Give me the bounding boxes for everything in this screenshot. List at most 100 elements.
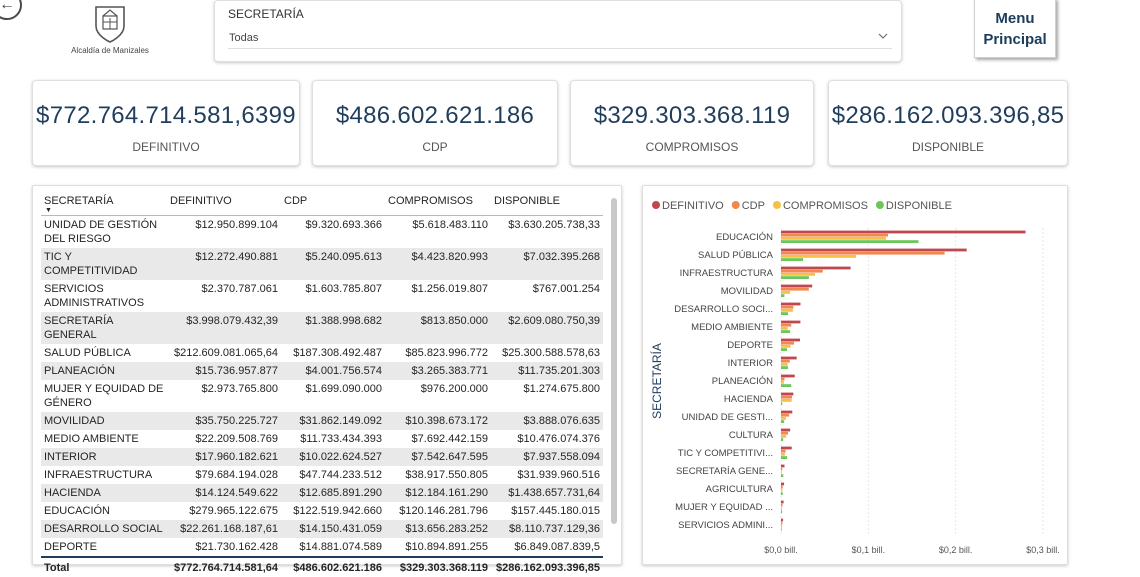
bar bbox=[781, 446, 792, 450]
bar bbox=[781, 341, 794, 345]
cell-value: $85.823.996.772 bbox=[405, 347, 488, 359]
cell-value: $3.265.383.771 bbox=[385, 362, 491, 380]
bar bbox=[781, 413, 790, 417]
bar bbox=[781, 525, 783, 528]
bar bbox=[781, 255, 856, 258]
category-label: DEPORTE bbox=[727, 340, 773, 351]
table-row[interactable]: INFRAESTRUCTURA $79.684.194.028 $47.744.23… bbox=[41, 466, 603, 484]
bar bbox=[781, 449, 786, 453]
cell-value: $767.001.254 bbox=[532, 283, 600, 295]
cell-value: $3.888.076.635 bbox=[491, 412, 603, 430]
table-row[interactable]: MUJER Y EQUIDAD DE GÉNERO $2.973.765.800 $… bbox=[41, 380, 603, 412]
table-row[interactable]: EDUCACIÓN $279.965.122.675 $122.519.942.66… bbox=[41, 502, 603, 520]
table-header-row: SECRETARÍA ▼ DEFINITIVO CDP COMPROMISOS D… bbox=[41, 192, 603, 216]
bar bbox=[781, 435, 787, 438]
menu-button-line1: Menu bbox=[995, 10, 1035, 27]
cell-value: $31.862.149.092 bbox=[281, 412, 385, 430]
total-value: $286.162.093.396,85 bbox=[491, 556, 603, 577]
bar bbox=[781, 392, 794, 396]
cell-value: $1.699.090.000 bbox=[305, 383, 382, 395]
total-value: $772.764.714.581,64 bbox=[167, 556, 281, 577]
column-header-secretaria[interactable]: SECRETARÍA ▼ bbox=[41, 192, 167, 216]
legend-entry: COMPROMISOS bbox=[783, 200, 868, 212]
bar bbox=[781, 417, 786, 420]
table-row[interactable]: MOVILIDAD $35.750.225.727 $31.862.149.092 $… bbox=[41, 412, 603, 430]
cell-value: $14.124.549.622 bbox=[167, 484, 281, 502]
coat-of-arms-icon bbox=[95, 6, 125, 43]
bar bbox=[781, 327, 788, 330]
cell-value: $187.308.492.487 bbox=[293, 347, 382, 359]
bar bbox=[781, 521, 783, 525]
bar bbox=[781, 482, 785, 486]
table-scrollbar[interactable] bbox=[611, 198, 617, 524]
bar bbox=[781, 374, 795, 378]
table-row[interactable]: SERVICIOS ADMINISTRATIVOS $2.370.787.061 $… bbox=[41, 280, 603, 312]
table-row[interactable]: HACIENDA $14.124.549.622 $12.685.891.290 $1… bbox=[41, 484, 603, 502]
category-label: INFRAESTRUCTURA bbox=[680, 268, 774, 279]
cell-secretaria: PLANEACIÓN bbox=[41, 362, 167, 380]
total-value: $329.303.368.119 bbox=[385, 556, 491, 577]
table-row[interactable]: TIC Y COMPETITIVIDAD $12.272.490.881 $5.24… bbox=[41, 248, 603, 280]
x-tick-label: $0,3 bill. bbox=[1026, 545, 1060, 555]
category-label: MOVILIDAD bbox=[721, 286, 773, 297]
table-row[interactable]: UNIDAD DE GESTIÓN DEL RIESGO $12.950.899.… bbox=[41, 216, 603, 249]
cell-value: $157.445.180.015 bbox=[511, 505, 600, 517]
cell-secretaria: DESARROLLO SOCIAL bbox=[41, 520, 167, 538]
cell-secretaria: INFRAESTRUCTURA bbox=[44, 469, 153, 481]
cell-secretaria: TIC Y COMPETITIVIDAD bbox=[41, 248, 167, 280]
cell-secretaria: DEPORTE bbox=[44, 541, 97, 553]
legend-entry: DISPONIBLE bbox=[886, 200, 952, 212]
cell-value: $21.730.162.428 bbox=[195, 541, 278, 553]
table-row[interactable]: DEPORTE $21.730.162.428 $14.881.074.589 $10… bbox=[41, 538, 603, 557]
bar bbox=[781, 258, 804, 261]
table-row[interactable]: SALUD PÚBLICA $212.609.081.065,64 $187.308… bbox=[41, 344, 603, 362]
cell-value: $11.733.434.393 bbox=[300, 433, 382, 445]
secretaria-dropdown[interactable]: Todas bbox=[228, 27, 892, 49]
slicer-title: SECRETARÍA bbox=[228, 7, 304, 21]
sort-descending-icon: ▼ bbox=[45, 207, 52, 214]
category-label: SERVICIOS ADMINI... bbox=[678, 520, 773, 531]
column-header-compromisos[interactable]: COMPROMISOS bbox=[385, 192, 491, 216]
table-total-row: Total $772.764.714.581,64 $486.602.621.186… bbox=[41, 556, 603, 577]
category-label: HACIENDA bbox=[724, 394, 774, 405]
bar bbox=[781, 399, 792, 402]
cell-secretaria: HACIENDA bbox=[41, 484, 167, 502]
cell-value: $7.542.647.595 bbox=[385, 448, 491, 466]
cell-value: $14.881.074.589 bbox=[299, 541, 382, 553]
bar bbox=[781, 453, 785, 456]
table-row[interactable]: SECRETARÍA GENERAL $3.998.079.432,39 $1.38… bbox=[41, 312, 603, 344]
column-header-cdp[interactable]: CDP bbox=[281, 192, 385, 216]
column-header-disponible[interactable]: DISPONIBLE bbox=[491, 192, 603, 216]
menu-principal-button[interactable]: Menu Principal bbox=[974, 0, 1056, 58]
table-row[interactable]: INTERIOR $17.960.182.621 $10.022.624.527 $7… bbox=[41, 448, 603, 466]
cell-value: $212.609.081.065,64 bbox=[174, 347, 278, 359]
column-header-definitivo[interactable]: DEFINITIVO bbox=[167, 192, 281, 216]
secretaria-slicer: SECRETARÍA Todas bbox=[214, 0, 902, 62]
chevron-down-icon bbox=[878, 33, 888, 39]
cell-value: $12.950.899.104 bbox=[195, 219, 278, 231]
cell-value: $10.894.891.255 bbox=[405, 541, 488, 553]
cell-value: $12.184.161.290 bbox=[385, 484, 491, 502]
back-button[interactable]: ← bbox=[0, 0, 22, 20]
bar bbox=[781, 338, 800, 342]
bar bbox=[781, 384, 792, 387]
cell-secretaria: MOVILIDAD bbox=[41, 412, 167, 430]
bar bbox=[781, 276, 809, 279]
bar bbox=[781, 485, 783, 489]
category-label: TIC Y COMPETITIVI... bbox=[678, 448, 773, 459]
bar bbox=[781, 345, 791, 348]
bar bbox=[781, 518, 784, 522]
cell-value: $813.850.000 bbox=[385, 312, 491, 344]
table-row[interactable]: DESARROLLO SOCIAL $22.261.168.187,61 $14.1… bbox=[41, 520, 603, 538]
cell-value: $5.240.095.613 bbox=[281, 248, 385, 280]
cell-value: $1.603.785.807 bbox=[305, 283, 382, 295]
cell-value: $120.146.281.796 bbox=[399, 505, 488, 517]
table-row[interactable]: PLANEACIÓN $15.736.957.877 $4.001.756.574 $… bbox=[41, 362, 603, 380]
legend-entry: DEFINITIVO bbox=[662, 200, 724, 212]
cell-value: $5.618.483.110 bbox=[412, 219, 488, 231]
kpi-label: DISPONIBLE bbox=[911, 140, 985, 154]
legend-marker bbox=[652, 201, 660, 209]
cell-secretaria: MUJER Y EQUIDAD DE GÉNERO bbox=[44, 383, 164, 409]
table-row[interactable]: MEDIO AMBIENTE $22.209.508.769 $11.733.434… bbox=[41, 430, 603, 448]
bar bbox=[781, 273, 815, 276]
